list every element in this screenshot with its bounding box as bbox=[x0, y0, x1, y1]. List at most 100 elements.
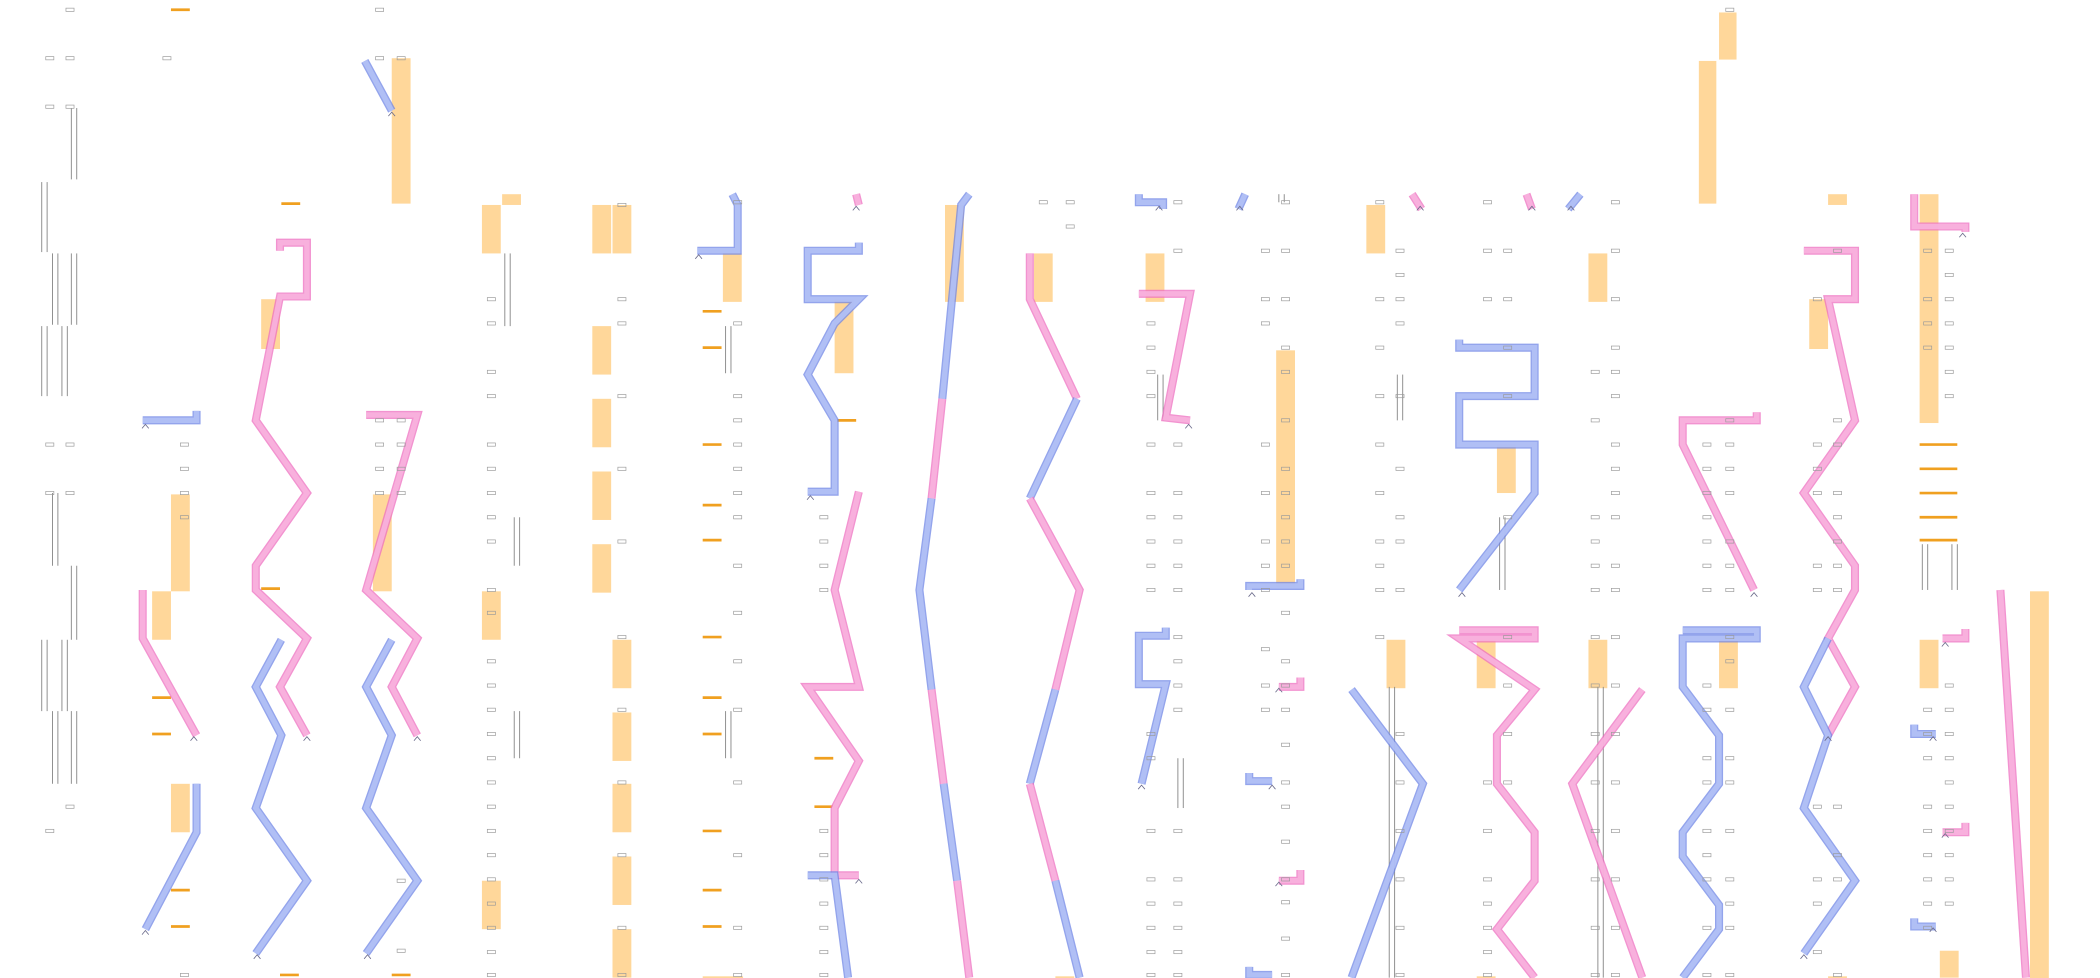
label-box bbox=[1281, 491, 1290, 495]
label-box bbox=[1503, 394, 1513, 399]
label-box bbox=[733, 610, 743, 615]
label-box bbox=[1173, 491, 1183, 495]
label-box bbox=[1611, 828, 1620, 833]
label-box bbox=[1702, 756, 1712, 761]
label-box bbox=[733, 780, 743, 785]
end-caret bbox=[1137, 784, 1146, 790]
label-box bbox=[1038, 200, 1048, 205]
label-box bbox=[1375, 297, 1385, 302]
block bbox=[612, 856, 632, 905]
label-box bbox=[819, 588, 829, 592]
label-box bbox=[1281, 539, 1290, 544]
label-box bbox=[1146, 321, 1156, 326]
label-box bbox=[486, 369, 496, 374]
label-box bbox=[819, 563, 829, 568]
label-box bbox=[45, 56, 55, 61]
label-box bbox=[1611, 973, 1620, 977]
label-box bbox=[617, 539, 627, 544]
ribbon bbox=[804, 242, 866, 495]
block bbox=[170, 494, 190, 592]
label-box bbox=[1375, 539, 1385, 544]
ribbon bbox=[928, 398, 945, 499]
label-box bbox=[1944, 828, 1954, 833]
label-box bbox=[1923, 756, 1933, 761]
label-box bbox=[1590, 732, 1600, 736]
label-box bbox=[1281, 877, 1290, 882]
label-box bbox=[65, 491, 75, 495]
label-box bbox=[1725, 707, 1735, 712]
label-box bbox=[617, 925, 627, 930]
label-box bbox=[1281, 659, 1290, 664]
label-box bbox=[1281, 200, 1290, 205]
label-box bbox=[1702, 707, 1712, 712]
label-box bbox=[45, 104, 55, 109]
label-box bbox=[1833, 248, 1842, 253]
end-caret bbox=[1929, 927, 1937, 933]
label-box bbox=[1944, 321, 1954, 326]
label-box bbox=[733, 515, 743, 520]
label-box bbox=[819, 515, 829, 520]
label-box bbox=[1944, 683, 1954, 688]
label-box bbox=[1833, 588, 1842, 592]
label-box bbox=[396, 878, 406, 883]
label-box bbox=[1611, 394, 1620, 399]
label-box bbox=[819, 877, 829, 882]
ribbon bbox=[363, 412, 421, 737]
label-box bbox=[486, 466, 496, 471]
block bbox=[592, 398, 612, 448]
label-box bbox=[486, 925, 496, 930]
label-box bbox=[1590, 925, 1600, 930]
label-box bbox=[1923, 901, 1933, 906]
block bbox=[1828, 976, 1847, 978]
ribbon bbox=[1800, 637, 1859, 955]
label-box bbox=[486, 707, 496, 712]
label-box bbox=[1702, 466, 1712, 471]
label-box bbox=[1146, 901, 1156, 906]
label-box bbox=[1590, 877, 1600, 882]
label-box bbox=[1483, 973, 1492, 977]
ribbon-edge bbox=[1678, 412, 1761, 592]
end-caret bbox=[855, 878, 863, 884]
ribbon bbox=[1450, 627, 1539, 978]
ribbon bbox=[928, 689, 947, 785]
block bbox=[152, 591, 171, 640]
label-box bbox=[1725, 539, 1735, 544]
ribbon bbox=[1680, 412, 1760, 592]
ribbon bbox=[140, 589, 199, 737]
label-box bbox=[486, 515, 496, 520]
label-box bbox=[733, 563, 743, 568]
ribbon bbox=[1027, 397, 1080, 500]
label-box bbox=[1281, 804, 1290, 809]
label-box bbox=[1503, 248, 1513, 253]
label-box bbox=[1725, 563, 1735, 568]
label-box bbox=[1281, 610, 1290, 615]
label-box bbox=[819, 901, 829, 906]
ribbon bbox=[1911, 724, 1936, 737]
label-box bbox=[819, 925, 829, 930]
label-box bbox=[1725, 466, 1735, 471]
label-box bbox=[1483, 297, 1492, 302]
label-box bbox=[1173, 925, 1183, 930]
label-box bbox=[1590, 635, 1600, 640]
label-box bbox=[1281, 707, 1290, 712]
block bbox=[1588, 253, 1608, 302]
label-box bbox=[1611, 248, 1620, 253]
ribbon bbox=[1456, 339, 1538, 592]
block bbox=[481, 591, 501, 640]
block bbox=[1939, 950, 1959, 978]
label-box bbox=[1395, 732, 1405, 736]
label-box bbox=[1833, 973, 1842, 977]
label-box bbox=[617, 321, 627, 326]
block bbox=[612, 712, 632, 761]
label-box bbox=[1702, 539, 1712, 544]
block bbox=[592, 204, 612, 254]
label-box bbox=[1375, 200, 1385, 205]
block bbox=[612, 639, 632, 689]
block bbox=[1828, 194, 1847, 205]
label-box bbox=[1702, 853, 1712, 858]
label-box bbox=[486, 442, 496, 447]
label-box bbox=[1833, 491, 1842, 495]
label-box bbox=[1611, 732, 1620, 736]
label-box bbox=[1261, 588, 1270, 592]
